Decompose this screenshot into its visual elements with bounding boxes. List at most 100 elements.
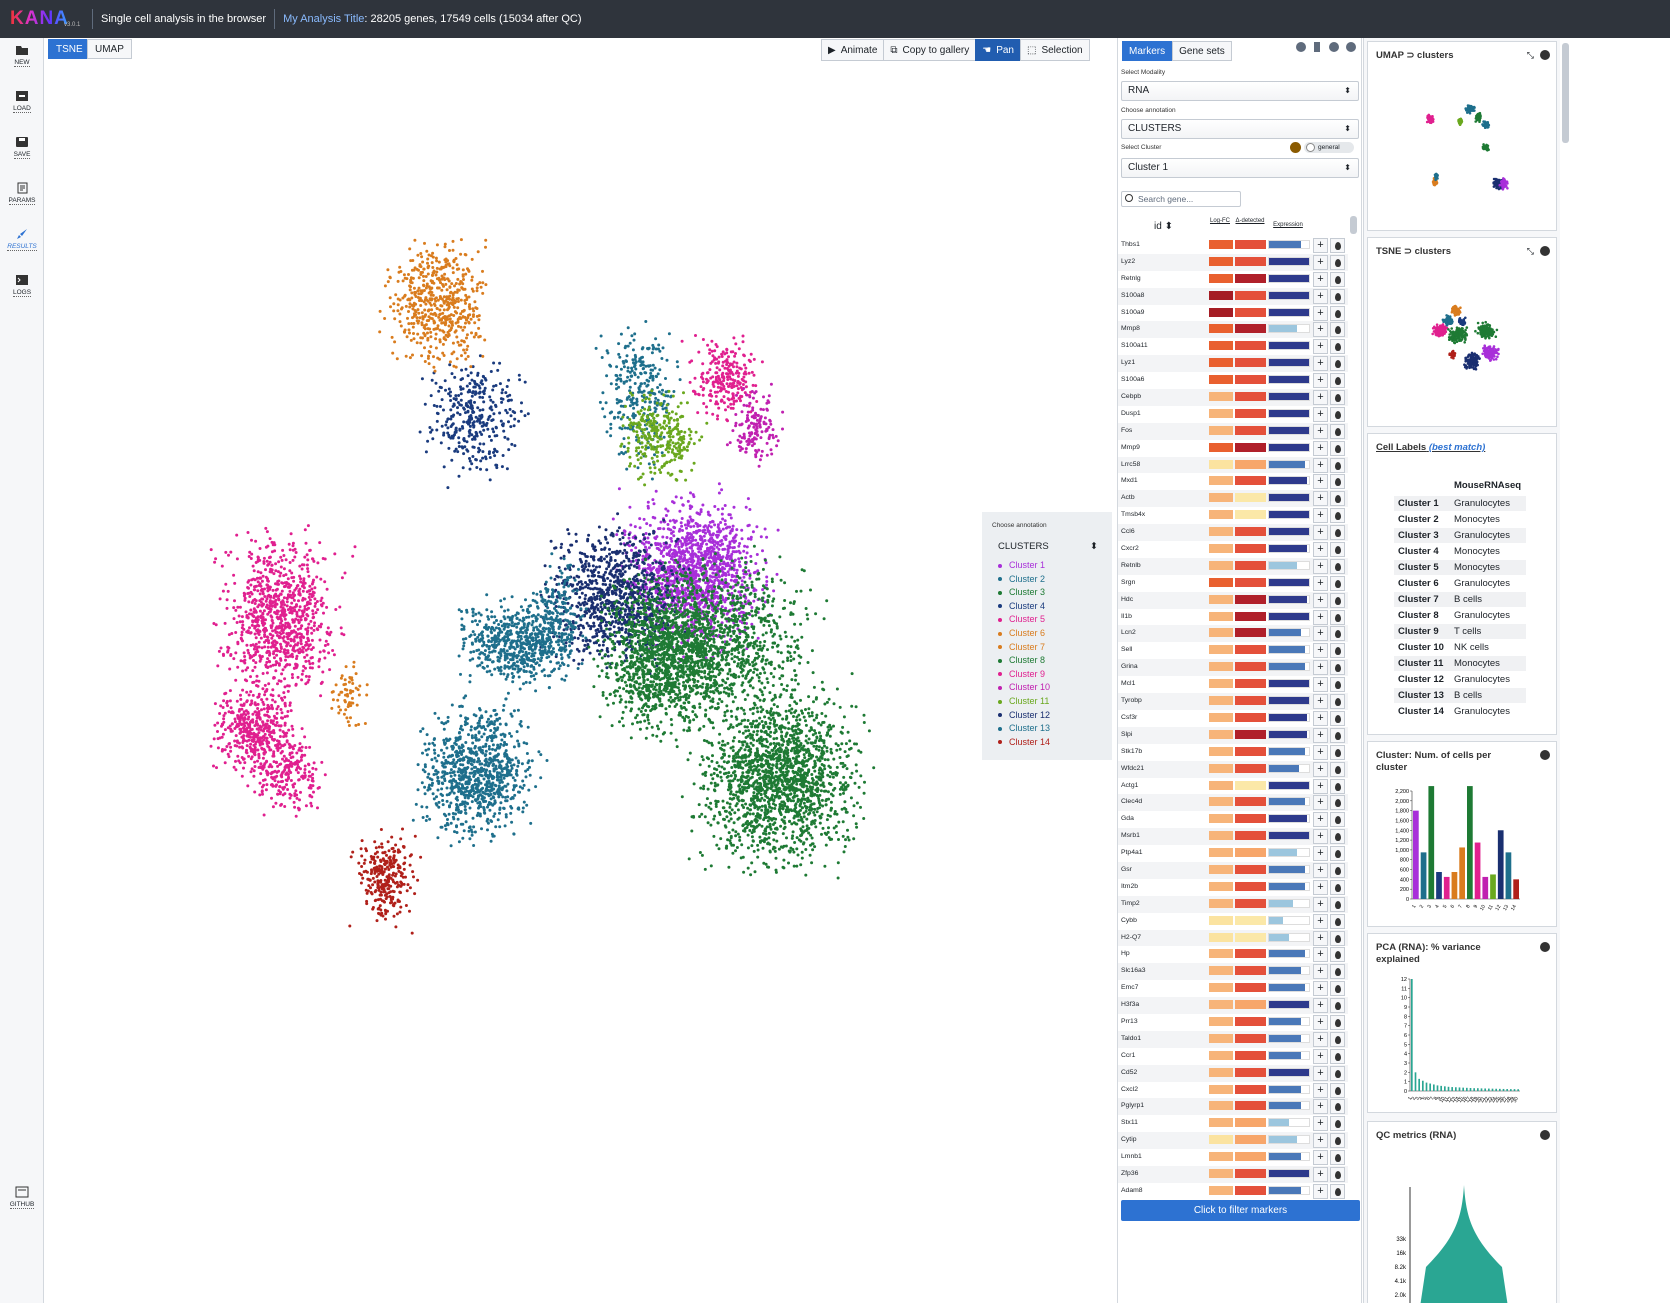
tsne-scatter-plot[interactable] bbox=[45, 38, 1115, 1303]
general-toggle[interactable]: general bbox=[1304, 142, 1354, 153]
bar[interactable] bbox=[1517, 1089, 1519, 1091]
add-gene-button[interactable]: + bbox=[1313, 491, 1328, 506]
add-gene-button[interactable]: + bbox=[1313, 373, 1328, 388]
legend-item[interactable]: Cluster 10 bbox=[998, 682, 1050, 692]
gene-row[interactable]: Cxcl2+ bbox=[1118, 1082, 1348, 1099]
color-by-gene-button[interactable] bbox=[1330, 643, 1345, 658]
color-by-gene-button[interactable] bbox=[1330, 660, 1345, 675]
split-icon[interactable] bbox=[1314, 42, 1320, 52]
gene-row[interactable]: Gsr+ bbox=[1118, 862, 1348, 879]
color-by-gene-button[interactable] bbox=[1330, 863, 1345, 878]
legend-item[interactable]: Cluster 3 bbox=[998, 587, 1045, 597]
color-by-gene-button[interactable] bbox=[1330, 407, 1345, 422]
color-by-gene-button[interactable] bbox=[1330, 306, 1345, 321]
download-icon[interactable] bbox=[1540, 750, 1550, 760]
bar[interactable] bbox=[1455, 1087, 1457, 1091]
modality-select[interactable]: RNA⬍ bbox=[1121, 81, 1359, 101]
add-gene-button[interactable]: + bbox=[1313, 745, 1328, 760]
add-gene-button[interactable]: + bbox=[1313, 1184, 1328, 1199]
add-gene-button[interactable]: + bbox=[1313, 762, 1328, 777]
color-by-gene-button[interactable] bbox=[1330, 914, 1345, 929]
color-by-gene-button[interactable] bbox=[1330, 947, 1345, 962]
animate-button[interactable]: ▶Animate bbox=[821, 39, 884, 61]
tab-umap[interactable]: UMAP bbox=[87, 39, 132, 59]
add-gene-button[interactable]: + bbox=[1313, 897, 1328, 912]
color-by-gene-button[interactable] bbox=[1330, 998, 1345, 1013]
add-gene-button[interactable]: + bbox=[1313, 626, 1328, 641]
bar[interactable] bbox=[1422, 1081, 1424, 1091]
bar[interactable] bbox=[1437, 1085, 1439, 1091]
add-gene-button[interactable]: + bbox=[1313, 1150, 1328, 1165]
add-gene-button[interactable]: + bbox=[1313, 1083, 1328, 1098]
expand-icon[interactable]: ⤡ bbox=[1527, 246, 1534, 257]
legend-item[interactable]: Cluster 13 bbox=[998, 723, 1050, 733]
bar[interactable] bbox=[1473, 1088, 1475, 1091]
add-gene-button[interactable]: + bbox=[1313, 779, 1328, 794]
color-by-gene-button[interactable] bbox=[1330, 846, 1345, 861]
bar[interactable] bbox=[1436, 872, 1442, 899]
analysis-title[interactable]: My Analysis Title bbox=[283, 13, 364, 25]
color-by-gene-button[interactable] bbox=[1330, 559, 1345, 574]
color-by-gene-button[interactable] bbox=[1330, 626, 1345, 641]
add-gene-button[interactable]: + bbox=[1313, 390, 1328, 405]
tab-markers[interactable]: Markers bbox=[1122, 41, 1172, 61]
gene-row[interactable]: S100a8+ bbox=[1118, 288, 1348, 305]
add-gene-button[interactable]: + bbox=[1313, 728, 1328, 743]
gene-row[interactable]: Cd52+ bbox=[1118, 1065, 1348, 1082]
bar[interactable] bbox=[1429, 1084, 1431, 1091]
download-icon[interactable] bbox=[1329, 42, 1339, 52]
gene-row[interactable]: Timp2+ bbox=[1118, 896, 1348, 913]
gene-row[interactable]: Tmsb4x+ bbox=[1118, 507, 1348, 524]
gene-row[interactable]: Taldo1+ bbox=[1118, 1031, 1348, 1048]
add-gene-button[interactable]: + bbox=[1313, 339, 1328, 354]
gene-row[interactable]: Ccl6+ bbox=[1118, 524, 1348, 541]
legend-item[interactable]: Cluster 2 bbox=[998, 574, 1045, 584]
info-icon[interactable] bbox=[1296, 42, 1306, 52]
gene-row[interactable]: Ccr1+ bbox=[1118, 1048, 1348, 1065]
color-by-gene-button[interactable] bbox=[1330, 711, 1345, 726]
gene-row[interactable]: Thbs1+ bbox=[1118, 237, 1348, 254]
gene-row[interactable]: Tyrobp+ bbox=[1118, 693, 1348, 710]
color-by-gene-button[interactable] bbox=[1330, 677, 1345, 692]
add-gene-button[interactable]: + bbox=[1313, 711, 1328, 726]
gene-row[interactable]: Gda+ bbox=[1118, 811, 1348, 828]
gene-row[interactable]: Csf3r+ bbox=[1118, 710, 1348, 727]
annotation-select[interactable]: CLUSTERS⬍ bbox=[1121, 119, 1359, 139]
bar[interactable] bbox=[1433, 1084, 1435, 1091]
gene-row[interactable]: Zfp36+ bbox=[1118, 1166, 1348, 1183]
legend-item[interactable]: Cluster 8 bbox=[998, 655, 1045, 665]
bar[interactable] bbox=[1477, 1088, 1479, 1091]
color-by-gene-button[interactable] bbox=[1330, 322, 1345, 337]
add-gene-button[interactable]: + bbox=[1313, 880, 1328, 895]
gene-row[interactable]: Lrrc58+ bbox=[1118, 457, 1348, 474]
bar[interactable] bbox=[1440, 1086, 1442, 1091]
bar[interactable] bbox=[1428, 786, 1434, 899]
bar[interactable] bbox=[1488, 1089, 1490, 1091]
gene-row[interactable]: Wfdc21+ bbox=[1118, 761, 1348, 778]
gene-row[interactable]: Itm2b+ bbox=[1118, 879, 1348, 896]
add-gene-button[interactable]: + bbox=[1313, 1049, 1328, 1064]
color-by-gene-button[interactable] bbox=[1330, 897, 1345, 912]
bar[interactable] bbox=[1415, 1072, 1417, 1091]
col-logfc-header[interactable]: Log-FC bbox=[1208, 218, 1232, 224]
add-gene-button[interactable]: + bbox=[1313, 474, 1328, 489]
bar[interactable] bbox=[1482, 877, 1488, 899]
gene-row[interactable]: Prr13+ bbox=[1118, 1014, 1348, 1031]
selection-button[interactable]: ⬚Selection bbox=[1020, 39, 1090, 61]
color-by-gene-button[interactable] bbox=[1330, 1066, 1345, 1081]
nav-params-button[interactable]: PARAMS bbox=[0, 182, 44, 204]
gene-row[interactable]: Fos+ bbox=[1118, 423, 1348, 440]
bar[interactable] bbox=[1459, 1087, 1461, 1091]
color-by-gene-button[interactable] bbox=[1330, 593, 1345, 608]
legend-annotation-select[interactable]: CLUSTERS⬍ bbox=[998, 541, 1098, 552]
add-gene-button[interactable]: + bbox=[1313, 356, 1328, 371]
color-by-gene-button[interactable] bbox=[1330, 1083, 1345, 1098]
color-by-gene-button[interactable] bbox=[1330, 880, 1345, 895]
add-gene-button[interactable]: + bbox=[1313, 424, 1328, 439]
add-gene-button[interactable]: + bbox=[1313, 829, 1328, 844]
add-gene-button[interactable]: + bbox=[1313, 576, 1328, 591]
nav-new-button[interactable]: NEW bbox=[0, 44, 44, 66]
add-gene-button[interactable]: + bbox=[1313, 694, 1328, 709]
add-gene-button[interactable]: + bbox=[1313, 1099, 1328, 1114]
bar[interactable] bbox=[1451, 1087, 1453, 1091]
